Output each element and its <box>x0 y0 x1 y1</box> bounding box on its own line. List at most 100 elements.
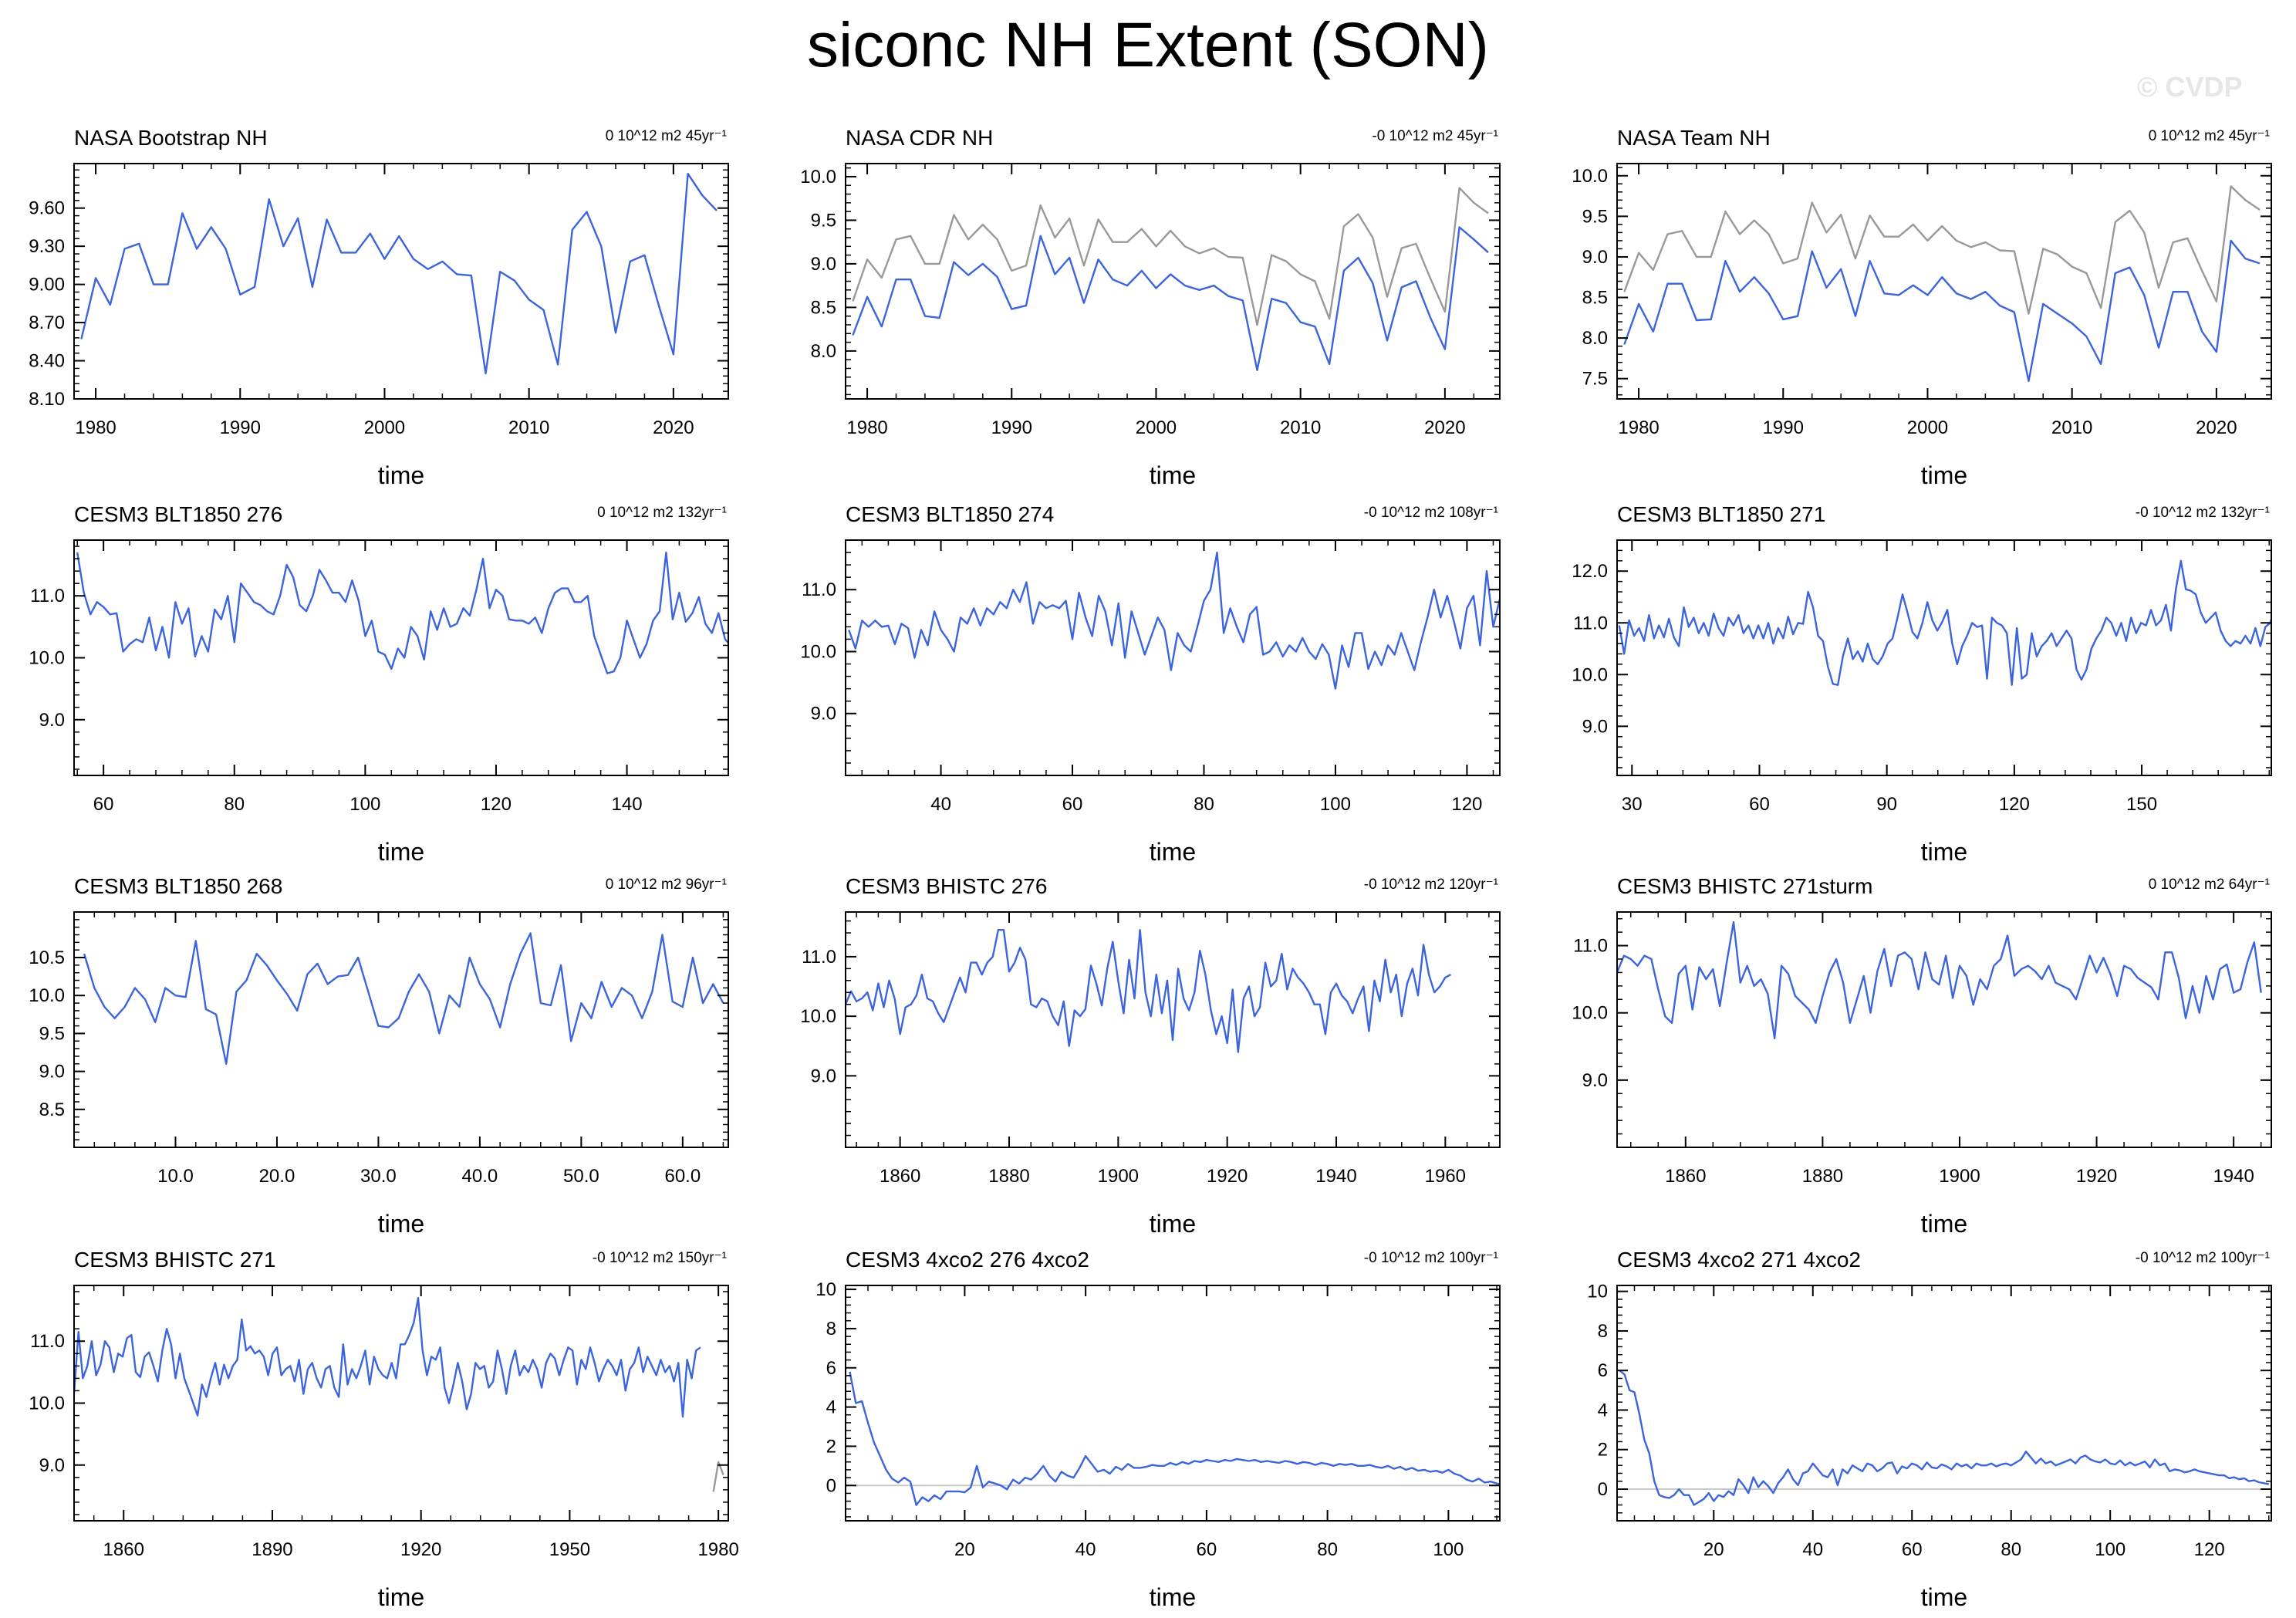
trend-label: 0 10^12 m2 45yr⁻¹ <box>2149 128 2270 144</box>
x-tick-label: 20.0 <box>259 1166 295 1187</box>
panel: CESM3 4xco2 276 4xco2 -0 10^12 m2 100yr⁻¹… <box>815 1248 1501 1611</box>
x-tick-label: 1950 <box>549 1539 590 1560</box>
series-group <box>80 172 718 375</box>
y-tick-label: 8.10 <box>29 389 65 410</box>
x-tick-label: 60.0 <box>664 1166 701 1187</box>
series-group <box>1618 559 2271 686</box>
y-tick-label: 10.0 <box>1572 166 1608 187</box>
y-tick-label: 10.0 <box>800 641 836 662</box>
y-tick-label: 9.0 <box>1582 247 1608 268</box>
x-tick-label: 80 <box>2001 1539 2021 1560</box>
x-tick-label: 80 <box>1194 794 1214 815</box>
panel: CESM3 BHISTC 276 -0 10^12 m2 120yr⁻¹ 1860 1… <box>800 874 1501 1238</box>
x-tick-label: 40 <box>1075 1539 1096 1560</box>
x-axis-label: time <box>1150 461 1196 489</box>
y-tick-label: 8.0 <box>1582 328 1608 349</box>
plot-frame <box>73 163 729 400</box>
x-tick-label: 60 <box>1062 794 1083 815</box>
x-tick-label: 2010 <box>2051 417 2092 438</box>
x-tick-label: 1990 <box>220 417 261 438</box>
x-tick-label: 2020 <box>653 417 694 438</box>
series-line <box>1623 239 2261 383</box>
panel-title: CESM3 BLT1850 271 <box>1617 502 1825 526</box>
panel: CESM3 4xco2 271 4xco2 -0 10^12 m2 100yr⁻¹… <box>1587 1248 2272 1611</box>
trend-label: -0 10^12 m2 150yr⁻¹ <box>593 1250 727 1266</box>
y-tick-label: 9.60 <box>29 198 65 219</box>
x-axis-label: time <box>1150 838 1196 866</box>
y-tick-label: 8.5 <box>39 1099 65 1120</box>
x-tick-label: 2020 <box>2196 417 2237 438</box>
series-line <box>1618 559 2271 686</box>
x-tick-label: 1960 <box>1425 1166 1466 1187</box>
figure-title: siconc NH Extent (SON) <box>807 10 1489 80</box>
x-axis-label: time <box>378 1583 424 1611</box>
series-group <box>846 928 1451 1053</box>
plot-frame <box>1616 1285 2272 1522</box>
x-tick-label: 1860 <box>103 1539 144 1560</box>
panel: CESM3 BLT1850 274 -0 10^12 m2 108yr⁻¹ 40 60… <box>800 502 1501 866</box>
x-tick-label: 40 <box>1802 1539 1823 1560</box>
trend-label: -0 10^12 m2 120yr⁻¹ <box>1364 877 1498 893</box>
x-tick-label: 140 <box>612 794 643 815</box>
plot-frame <box>73 539 729 776</box>
plot-frame <box>845 539 1501 776</box>
series-line <box>848 551 1500 690</box>
x-tick-label: 100 <box>2095 1539 2125 1560</box>
x-tick-label: 60 <box>1749 794 1770 815</box>
x-tick-label: 60 <box>1197 1539 1217 1560</box>
x-tick-label: 120 <box>2194 1539 2225 1560</box>
trend-label: -0 10^12 m2 100yr⁻¹ <box>1364 1250 1498 1266</box>
panel-title: CESM3 BLT1850 276 <box>74 502 282 526</box>
panel-title: NASA Bootstrap NH <box>74 126 268 150</box>
x-tick-label: 1920 <box>400 1539 441 1560</box>
y-tick-label: 10.0 <box>1572 1003 1608 1024</box>
y-tick-label: 9.5 <box>811 210 836 231</box>
y-tick-label: 8.70 <box>29 312 65 333</box>
y-tick-label: 8 <box>826 1319 836 1339</box>
y-tick-label: 9.00 <box>29 275 65 296</box>
y-tick-label: 11.0 <box>1573 613 1608 633</box>
trend-label: 0 10^12 m2 132yr⁻¹ <box>597 505 727 521</box>
y-tick-label: 9.0 <box>811 254 836 275</box>
y-tick-label: 11.0 <box>30 586 65 606</box>
x-tick-label: 2000 <box>1907 417 1948 438</box>
panel-title: CESM3 4xco2 276 4xco2 <box>846 1248 1089 1272</box>
series-group <box>1619 1370 2270 1506</box>
x-axis-label: time <box>1150 1583 1196 1611</box>
x-tick-label: 1990 <box>1763 417 1804 438</box>
x-tick-label: 100 <box>349 794 380 815</box>
x-tick-label: 1980 <box>75 417 116 438</box>
panel: NASA Team NH 0 10^12 m2 45yr⁻¹ 1980 1990 200… <box>1572 126 2272 489</box>
plot-frame <box>845 911 1501 1148</box>
y-tick-label: 8.0 <box>811 341 836 362</box>
x-tick-label: 2020 <box>1424 417 1465 438</box>
x-tick-label: 1880 <box>988 1166 1029 1187</box>
series-group <box>74 1296 724 1492</box>
y-tick-label: 10.0 <box>800 167 836 187</box>
x-tick-label: 1980 <box>697 1539 738 1560</box>
x-axis-label: time <box>378 1210 424 1238</box>
y-tick-label: 8.5 <box>811 297 836 318</box>
x-tick-label: 90 <box>1876 794 1897 815</box>
plot-frame <box>1616 539 2272 776</box>
y-tick-label: 9.0 <box>1582 716 1608 737</box>
panel-title: CESM3 BLT1850 274 <box>846 502 1054 526</box>
x-tick-label: 1940 <box>1315 1166 1356 1187</box>
watermark: © CVDP <box>2137 71 2243 103</box>
x-axis-label: time <box>378 461 424 489</box>
x-tick-label: 1890 <box>252 1539 292 1560</box>
plot-frame <box>1616 911 2272 1148</box>
trend-label: -0 10^12 m2 108yr⁻¹ <box>1364 505 1498 521</box>
series-line <box>76 551 728 674</box>
y-tick-label: 10.0 <box>1572 664 1608 685</box>
y-tick-label: 10 <box>1587 1282 1608 1302</box>
y-tick-label: 12.0 <box>1572 561 1608 582</box>
panel: NASA Bootstrap NH 0 10^12 m2 45yr⁻¹ 1980 19… <box>29 126 729 489</box>
x-tick-label: 50.0 <box>563 1166 599 1187</box>
x-tick-label: 40 <box>930 794 951 815</box>
x-axis-label: time <box>1921 838 1967 866</box>
y-tick-label: 7.5 <box>1582 369 1608 390</box>
x-tick-label: 40.0 <box>462 1166 498 1187</box>
plot-frame <box>845 1285 1501 1522</box>
y-tick-label: 10.0 <box>29 985 65 1006</box>
